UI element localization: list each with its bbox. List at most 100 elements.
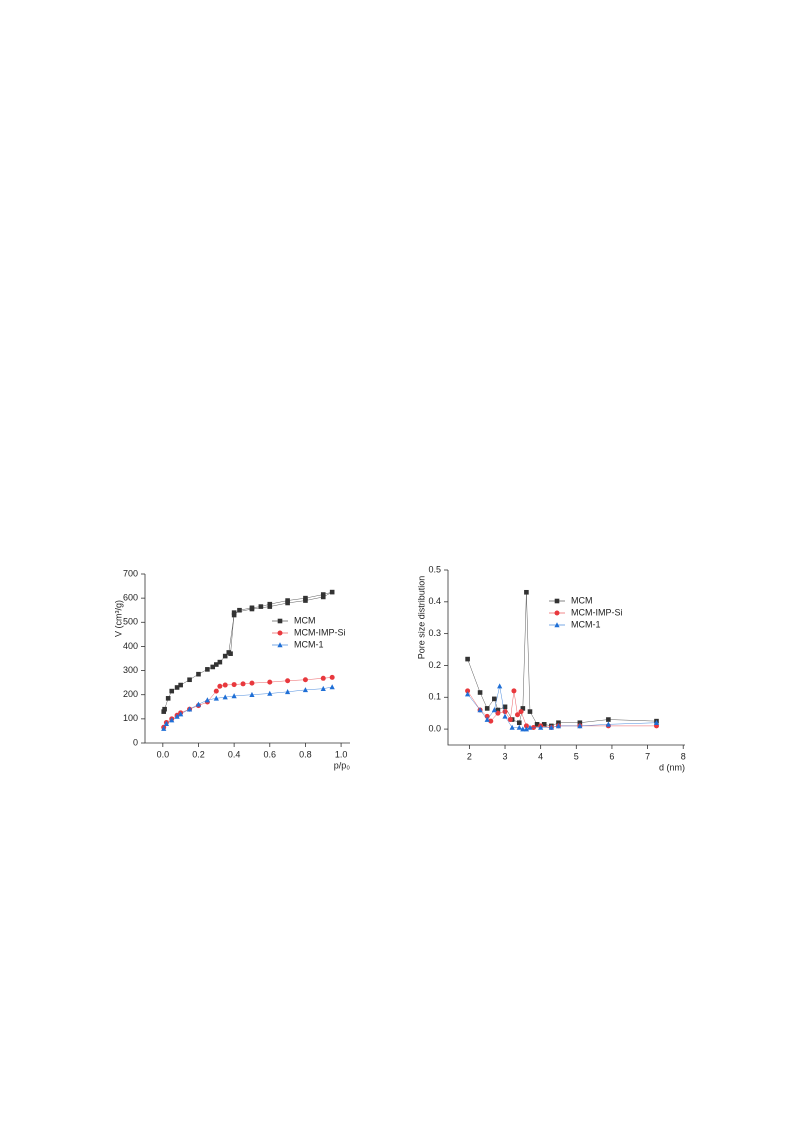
marker <box>465 688 471 694</box>
marker <box>205 667 210 672</box>
y-tick-label: 100 <box>123 713 138 723</box>
marker <box>477 690 483 695</box>
marker <box>320 675 326 681</box>
x-tick-label: 8 <box>681 751 686 761</box>
y-axis-label: V (cm³/g) <box>113 600 123 637</box>
marker <box>237 607 242 613</box>
marker <box>523 723 529 729</box>
x-tick-label: 0.4 <box>228 749 241 759</box>
y-tick-label: 700 <box>123 568 138 578</box>
x-tick-label: 0.0 <box>157 749 170 759</box>
legend-label: MCM-IMP-Si <box>571 607 623 617</box>
marker <box>302 687 309 693</box>
marker <box>320 685 326 691</box>
marker <box>178 711 184 717</box>
marker <box>502 709 508 715</box>
y-tick-label: 0.0 <box>428 723 441 733</box>
marker <box>329 684 335 690</box>
marker <box>231 693 237 699</box>
y-tick-label: 600 <box>123 593 138 603</box>
marker <box>277 630 283 636</box>
marker <box>497 683 503 689</box>
legend-label: MCM <box>571 595 593 605</box>
marker <box>320 594 326 600</box>
marker <box>267 604 273 609</box>
marker <box>577 720 583 726</box>
marker <box>502 713 508 719</box>
marker <box>511 688 517 694</box>
marker <box>267 601 273 607</box>
marker <box>169 717 175 723</box>
marker <box>277 642 283 648</box>
marker <box>534 722 540 727</box>
y-tick-label: 500 <box>123 617 138 627</box>
marker <box>516 720 522 726</box>
x-tick-label: 4 <box>538 751 543 761</box>
x-tick-label: 0.8 <box>299 749 312 759</box>
marker <box>163 720 169 726</box>
marker <box>267 690 273 696</box>
x-axis-label: p/p₀ <box>334 760 351 770</box>
marker <box>465 656 470 662</box>
marker <box>174 713 180 719</box>
marker <box>231 612 237 618</box>
marker <box>527 724 533 730</box>
marker <box>484 706 490 711</box>
marker <box>556 720 561 726</box>
y-axis-label: Pore size distribution <box>416 576 426 660</box>
y-tick-label: 200 <box>123 689 138 699</box>
marker <box>502 704 508 710</box>
marker <box>285 689 291 695</box>
marker <box>518 709 524 715</box>
marker <box>277 618 283 624</box>
marker <box>548 724 554 730</box>
marker <box>217 683 223 689</box>
y-tick-label: 0.4 <box>428 596 441 606</box>
x-tick-label: 5 <box>574 751 579 761</box>
marker <box>507 717 513 723</box>
series-line <box>467 592 657 727</box>
marker <box>178 682 183 688</box>
marker <box>523 726 530 732</box>
marker <box>210 664 216 670</box>
marker <box>214 662 219 667</box>
marker <box>516 724 522 730</box>
y-tick-label: 300 <box>123 665 138 675</box>
legend-label: MCM-IMP-Si <box>294 627 346 637</box>
legend-label: MCM <box>294 615 316 625</box>
marker <box>541 722 547 727</box>
marker <box>161 725 167 731</box>
marker <box>267 679 273 685</box>
marker <box>213 695 219 701</box>
marker <box>520 706 526 711</box>
marker <box>222 653 228 659</box>
marker <box>302 677 308 683</box>
marker <box>488 718 494 724</box>
marker <box>320 592 326 597</box>
marker <box>605 721 611 727</box>
marker <box>258 604 264 609</box>
x-tick-label: 3 <box>503 751 508 761</box>
marker <box>162 706 167 712</box>
marker <box>484 716 490 722</box>
legend-label: MCM-1 <box>294 639 324 649</box>
marker <box>174 685 180 690</box>
legend-label: MCM-1 <box>571 619 601 629</box>
marker <box>329 674 335 680</box>
marker <box>538 724 544 730</box>
marker <box>524 589 529 595</box>
marker <box>249 691 255 698</box>
series-line <box>163 591 333 712</box>
x-tick-label: 0.2 <box>192 749 205 759</box>
marker <box>161 709 167 714</box>
marker <box>520 726 526 732</box>
x-tick-label: 0.6 <box>264 749 277 759</box>
marker <box>204 697 210 703</box>
marker <box>231 610 237 615</box>
marker <box>329 589 335 595</box>
marker <box>222 694 228 700</box>
marker <box>249 606 255 612</box>
y-tick-label: 400 <box>123 641 138 651</box>
y-tick-label: 0.5 <box>428 564 441 574</box>
